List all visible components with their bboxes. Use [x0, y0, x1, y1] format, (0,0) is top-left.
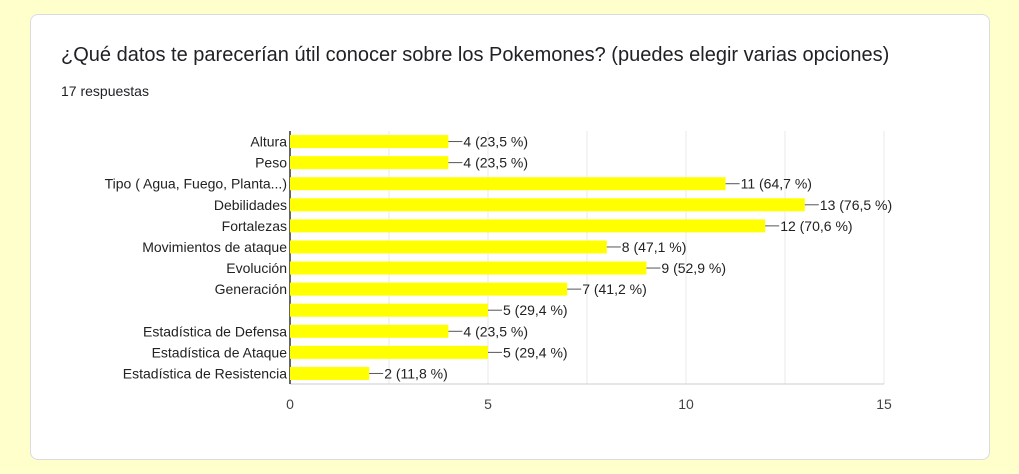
- bar: [290, 282, 568, 296]
- chart-data-labels: 4 (23,5 %) 4 (23,5 %) 11 (64,7 %) 13 (76,5 …: [369, 134, 892, 381]
- question-title: ¿Qué datos te parecerían útil conocer so…: [61, 44, 890, 66]
- chart-category-labels: Altura Peso Tipo ( Agua, Fuego, Planta...)…: [105, 134, 288, 382]
- category-label: Estadística de Resistencia: [123, 365, 287, 381]
- data-label: 9 (52,9 %): [661, 260, 726, 276]
- category-label: Altura: [250, 134, 287, 150]
- data-label: 13 (76,5 %): [820, 197, 892, 213]
- category-label: Estadística de Defensa: [143, 323, 287, 339]
- bar: [290, 261, 647, 275]
- data-label: 8 (47,1 %): [622, 239, 687, 255]
- category-label: Peso: [255, 155, 287, 171]
- x-tick-label: 10: [678, 396, 694, 412]
- data-label: 12 (70,6 %): [780, 218, 852, 234]
- bar: [290, 345, 488, 359]
- data-label: 4 (23,5 %): [463, 134, 528, 150]
- category-label: Debilidades: [214, 197, 287, 213]
- bar: [290, 135, 449, 149]
- category-label: Estadística de Ataque: [152, 344, 288, 360]
- chart-bars: [290, 135, 805, 380]
- data-label: 11 (64,7 %): [741, 176, 812, 192]
- chart-gridlines: [289, 131, 885, 385]
- bar: [290, 366, 370, 380]
- data-label: 4 (23,5 %): [463, 155, 528, 171]
- category-label: Fortalezas: [222, 218, 287, 234]
- bar: [290, 177, 726, 191]
- chart-x-ticks: 0 5 10 15: [286, 396, 892, 412]
- bar: [290, 324, 449, 338]
- bar: [290, 240, 607, 254]
- question-card: ¿Qué datos te parecerían útil conocer so…: [30, 14, 990, 460]
- category-label: Tipo ( Agua, Fuego, Planta...): [105, 176, 287, 192]
- category-label: Evolución: [226, 260, 287, 276]
- bar: [290, 219, 766, 233]
- data-label: 5 (29,4 %): [503, 302, 568, 318]
- bar: [290, 303, 488, 317]
- x-tick-label: 0: [286, 396, 294, 412]
- x-tick-label: 15: [876, 396, 892, 412]
- category-label: Generación: [215, 281, 287, 297]
- data-label: 2 (11,8 %): [384, 365, 448, 381]
- response-count: 17 respuestas: [61, 83, 149, 99]
- bar: [290, 198, 805, 212]
- data-label: 4 (23,5 %): [463, 323, 528, 339]
- category-label: Movimientos de ataque: [142, 239, 287, 255]
- data-label: 5 (29,4 %): [503, 344, 568, 360]
- data-label: 7 (41,2 %): [582, 281, 647, 297]
- bar: [290, 156, 449, 170]
- x-tick-label: 5: [484, 396, 492, 412]
